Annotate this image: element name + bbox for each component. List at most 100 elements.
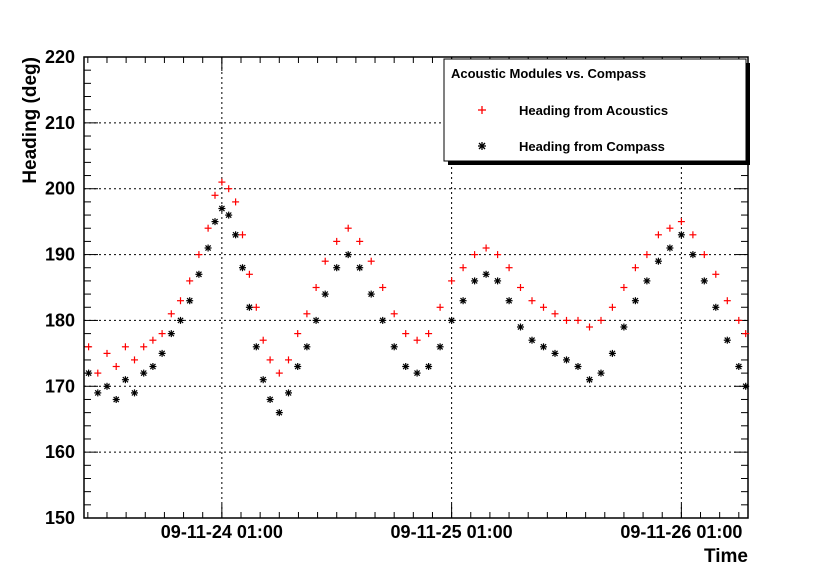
compass-point <box>402 363 410 370</box>
compass-point <box>131 389 138 397</box>
acoustics-point <box>195 251 203 259</box>
y-axis-title: Heading (deg) <box>20 57 41 184</box>
acoustics-point <box>245 270 253 278</box>
compass-point <box>204 244 212 252</box>
acoustics-point <box>735 316 743 324</box>
acoustics-point <box>654 231 662 239</box>
compass-point <box>149 363 157 370</box>
compass-point <box>356 264 364 272</box>
compass-point <box>112 396 120 403</box>
acoustics-point <box>712 270 720 278</box>
acoustics-point <box>239 231 246 239</box>
compass-point <box>294 363 302 370</box>
compass-point <box>574 363 582 370</box>
y-tick-label: 210 <box>45 113 75 133</box>
acoustics-point <box>204 224 212 232</box>
acoustics-point <box>149 336 157 344</box>
compass-point <box>448 316 456 324</box>
legend-title: Acoustic Modules vs. Compass <box>451 66 646 81</box>
compass-point <box>643 277 651 285</box>
acoustics-point <box>540 303 547 311</box>
acoustics-point <box>356 237 364 245</box>
acoustics-point <box>643 251 651 259</box>
acoustics-point <box>482 244 490 252</box>
compass-point <box>275 409 283 417</box>
acoustics-point <box>294 330 302 338</box>
acoustics-point <box>574 316 582 324</box>
acoustics-point <box>344 224 352 232</box>
compass-point <box>367 290 375 298</box>
acoustics-point <box>140 343 148 351</box>
compass-point <box>597 369 605 377</box>
y-tick-label: 190 <box>45 245 75 265</box>
compass-point <box>482 270 490 278</box>
compass-point <box>631 297 639 305</box>
compass-point <box>654 257 662 265</box>
acoustics-point <box>563 316 570 324</box>
compass-point <box>177 316 184 324</box>
acoustics-point <box>413 336 421 344</box>
legend-marker-compass <box>478 142 486 150</box>
compass-point <box>390 343 398 351</box>
acoustics-point <box>158 330 166 338</box>
compass-point <box>620 323 628 331</box>
compass-point <box>312 316 320 324</box>
compass-point <box>186 297 194 305</box>
compass-point <box>505 297 513 305</box>
compass-point <box>140 369 148 377</box>
compass-point <box>285 389 292 397</box>
acoustics-point <box>266 356 274 364</box>
compass-point <box>712 303 720 311</box>
acoustics-point <box>505 264 513 272</box>
y-axis-ticks: 150 160 170 180 190 200 210 220 <box>45 47 748 528</box>
acoustics-point <box>448 277 456 285</box>
compass-point <box>211 218 219 226</box>
acoustics-point <box>471 251 479 259</box>
compass-point <box>321 290 329 298</box>
compass-point <box>94 389 102 397</box>
compass-point <box>259 376 267 384</box>
compass-point <box>218 205 226 212</box>
compass-point <box>723 336 731 344</box>
acoustics-point <box>459 264 467 272</box>
compass-point <box>471 277 479 285</box>
acoustics-point <box>608 303 616 311</box>
compass-point <box>121 376 129 384</box>
acoustics-point <box>186 277 194 285</box>
series-acoustics-points <box>85 178 750 377</box>
acoustics-point <box>218 178 226 186</box>
acoustics-point <box>167 310 175 318</box>
compass-point <box>103 382 111 390</box>
compass-point <box>666 244 674 252</box>
acoustics-point <box>586 323 593 331</box>
acoustics-point <box>252 303 260 311</box>
compass-point <box>517 323 524 331</box>
series-compass-points <box>85 205 750 417</box>
acoustics-point <box>402 330 410 338</box>
acoustics-point <box>275 369 283 377</box>
acoustics-point <box>742 330 750 338</box>
compass-point <box>608 349 616 357</box>
acoustics-point <box>390 310 398 318</box>
acoustics-point <box>94 369 102 377</box>
acoustics-point <box>333 237 341 245</box>
compass-point <box>158 349 166 357</box>
acoustics-point <box>367 257 375 265</box>
compass-point <box>436 343 444 351</box>
x-tick-label: 09-11-24 01:00 <box>161 522 283 542</box>
acoustics-point <box>436 303 444 311</box>
compass-point <box>195 270 203 278</box>
compass-point <box>425 363 433 370</box>
y-tick-label: 200 <box>45 179 75 199</box>
compass-point <box>303 343 311 351</box>
acoustics-point <box>303 310 311 318</box>
y-tick-label: 160 <box>45 442 75 462</box>
compass-point <box>333 264 341 272</box>
acoustics-point <box>620 284 628 291</box>
x-axis-title: Time <box>704 546 748 567</box>
compass-point <box>379 316 387 324</box>
compass-point <box>677 231 685 239</box>
acoustics-point <box>379 284 387 291</box>
compass-point <box>689 251 697 259</box>
